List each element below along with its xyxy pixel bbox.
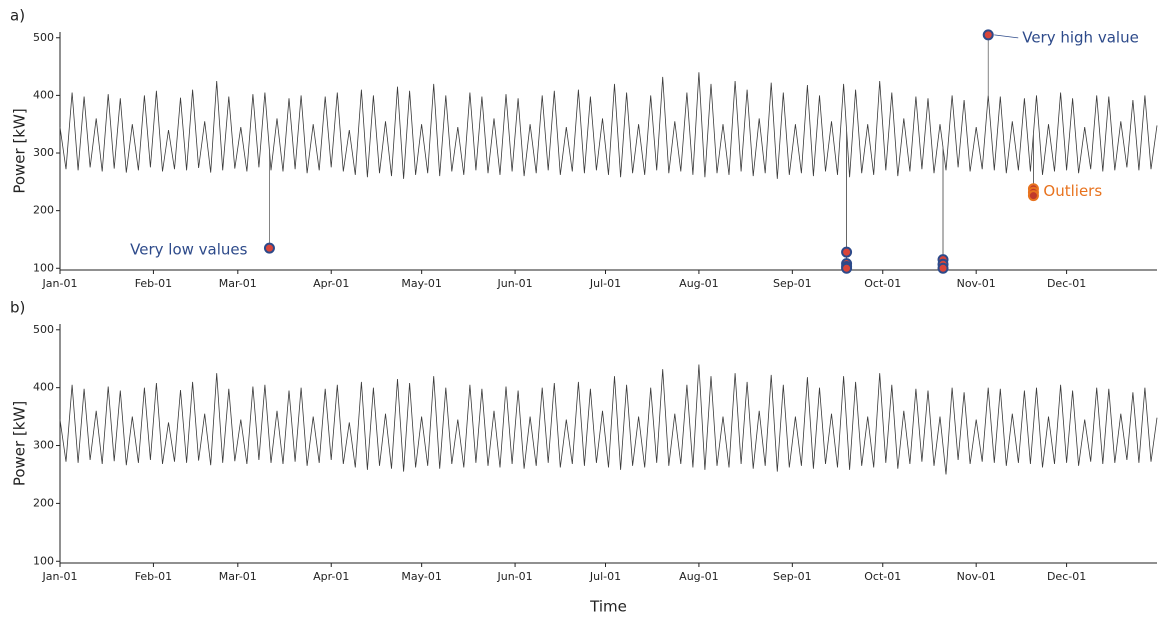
y-tick-label: 200	[33, 496, 54, 509]
y-tick-label: 300	[33, 439, 54, 452]
x-tick-label: Dec-01	[1047, 570, 1086, 583]
x-tick-label: Feb-01	[135, 277, 172, 290]
x-tick-label: Jan-01	[42, 570, 78, 583]
annotation: Very high value	[1022, 28, 1139, 46]
x-tick-label: Jun-01	[496, 277, 532, 290]
series-line	[59, 364, 1158, 475]
x-tick-label: Mar-01	[219, 277, 257, 290]
x-tick-label: Apr-01	[313, 570, 349, 583]
x-tick-label: Nov-01	[957, 277, 996, 290]
outlier-marker	[263, 242, 275, 254]
y-tick-label: 100	[33, 554, 54, 567]
outlier-marker	[841, 246, 853, 258]
x-tick-label: Apr-01	[313, 277, 349, 290]
y-tick-label: 500	[33, 31, 54, 44]
outlier-marker	[937, 262, 949, 274]
x-tick-label: Dec-01	[1047, 277, 1086, 290]
y-tick-label: 400	[33, 381, 54, 394]
outlier-marker	[982, 29, 994, 41]
annotation: Outliers	[1043, 182, 1102, 200]
panel-label: b)	[10, 299, 25, 317]
y-tick-label: 500	[33, 323, 54, 336]
outlier-marker	[841, 262, 853, 274]
x-tick-label: Aug-01	[679, 570, 718, 583]
x-tick-label: Feb-01	[135, 570, 172, 583]
annotation: Very low values	[130, 241, 247, 259]
x-tick-label: May-01	[401, 570, 442, 583]
x-tick-label: Oct-01	[864, 277, 901, 290]
y-tick-label: 400	[33, 88, 54, 101]
x-tick-label: Nov-01	[957, 570, 996, 583]
x-tick-label: Sep-01	[773, 570, 812, 583]
x-tick-label: Oct-01	[864, 570, 901, 583]
outlier-marker	[1027, 190, 1039, 202]
x-tick-label: Mar-01	[219, 570, 257, 583]
annotation-connector	[994, 34, 1019, 39]
x-tick-label: Sep-01	[773, 277, 812, 290]
x-tick-label: Jul-01	[589, 570, 621, 583]
y-tick-label: 200	[33, 204, 54, 217]
y-axis-label: Power [kW]	[11, 108, 29, 193]
x-axis-label: Time	[589, 598, 627, 616]
x-tick-label: Jul-01	[589, 277, 621, 290]
panel-label: a)	[10, 7, 25, 25]
x-tick-label: May-01	[401, 277, 442, 290]
x-tick-label: Jun-01	[496, 570, 532, 583]
y-tick-label: 100	[33, 261, 54, 274]
x-tick-label: Jan-01	[42, 277, 78, 290]
series-line	[59, 72, 1158, 179]
y-axis-label: Power [kW]	[11, 401, 29, 486]
y-tick-label: 300	[33, 146, 54, 159]
x-tick-label: Aug-01	[679, 277, 718, 290]
